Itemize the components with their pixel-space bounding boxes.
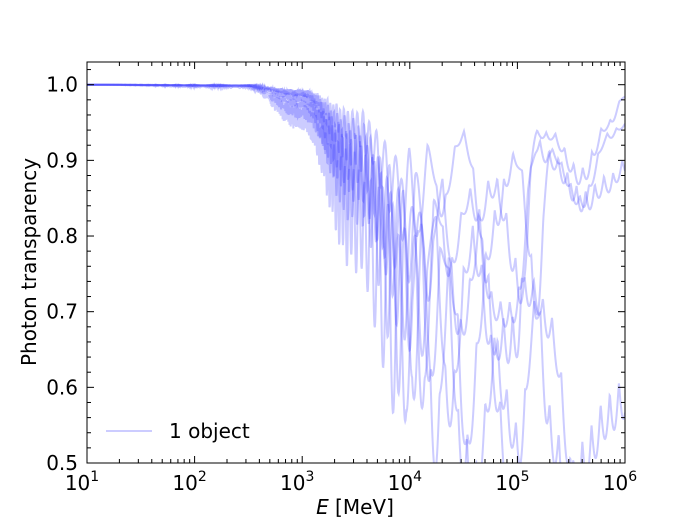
series-line [87,82,625,328]
series-line [87,82,625,463]
x-tick-label: 105 [495,469,529,495]
x-tick-label: 106 [603,469,637,495]
series-line [87,82,625,463]
legend: 1 object [106,419,250,443]
y-axis-label: Photon transparency [17,158,41,366]
series-line [87,83,572,463]
y-tick-label: 0.7 [46,300,78,324]
series-lines [87,82,625,463]
y-tick-label: 0.6 [46,375,78,399]
plot-frame [86,61,626,464]
axis-ticks: 101 102 103 104 105 106 0.5 0.6 0.7 0.8 0.9 1.0 [46,62,637,495]
x-tick-label: 102 [172,469,206,495]
x-tick-label: 104 [388,469,422,495]
x-axis-label-unit: [MeV] [329,495,394,519]
series-line [87,82,625,463]
y-tick-label: 0.8 [46,224,78,248]
x-tick-label: 101 [65,469,99,495]
x-axis-label: E [MeV] [316,495,394,519]
y-tick-label: 0.5 [46,451,78,475]
x-tick-label: 103 [280,469,314,495]
legend-label: 1 object [169,419,250,443]
y-tick-label: 1.0 [46,73,78,97]
x-axis-label-symbol: E [316,495,329,519]
y-tick-label: 0.9 [46,148,78,172]
series-line [87,82,562,463]
